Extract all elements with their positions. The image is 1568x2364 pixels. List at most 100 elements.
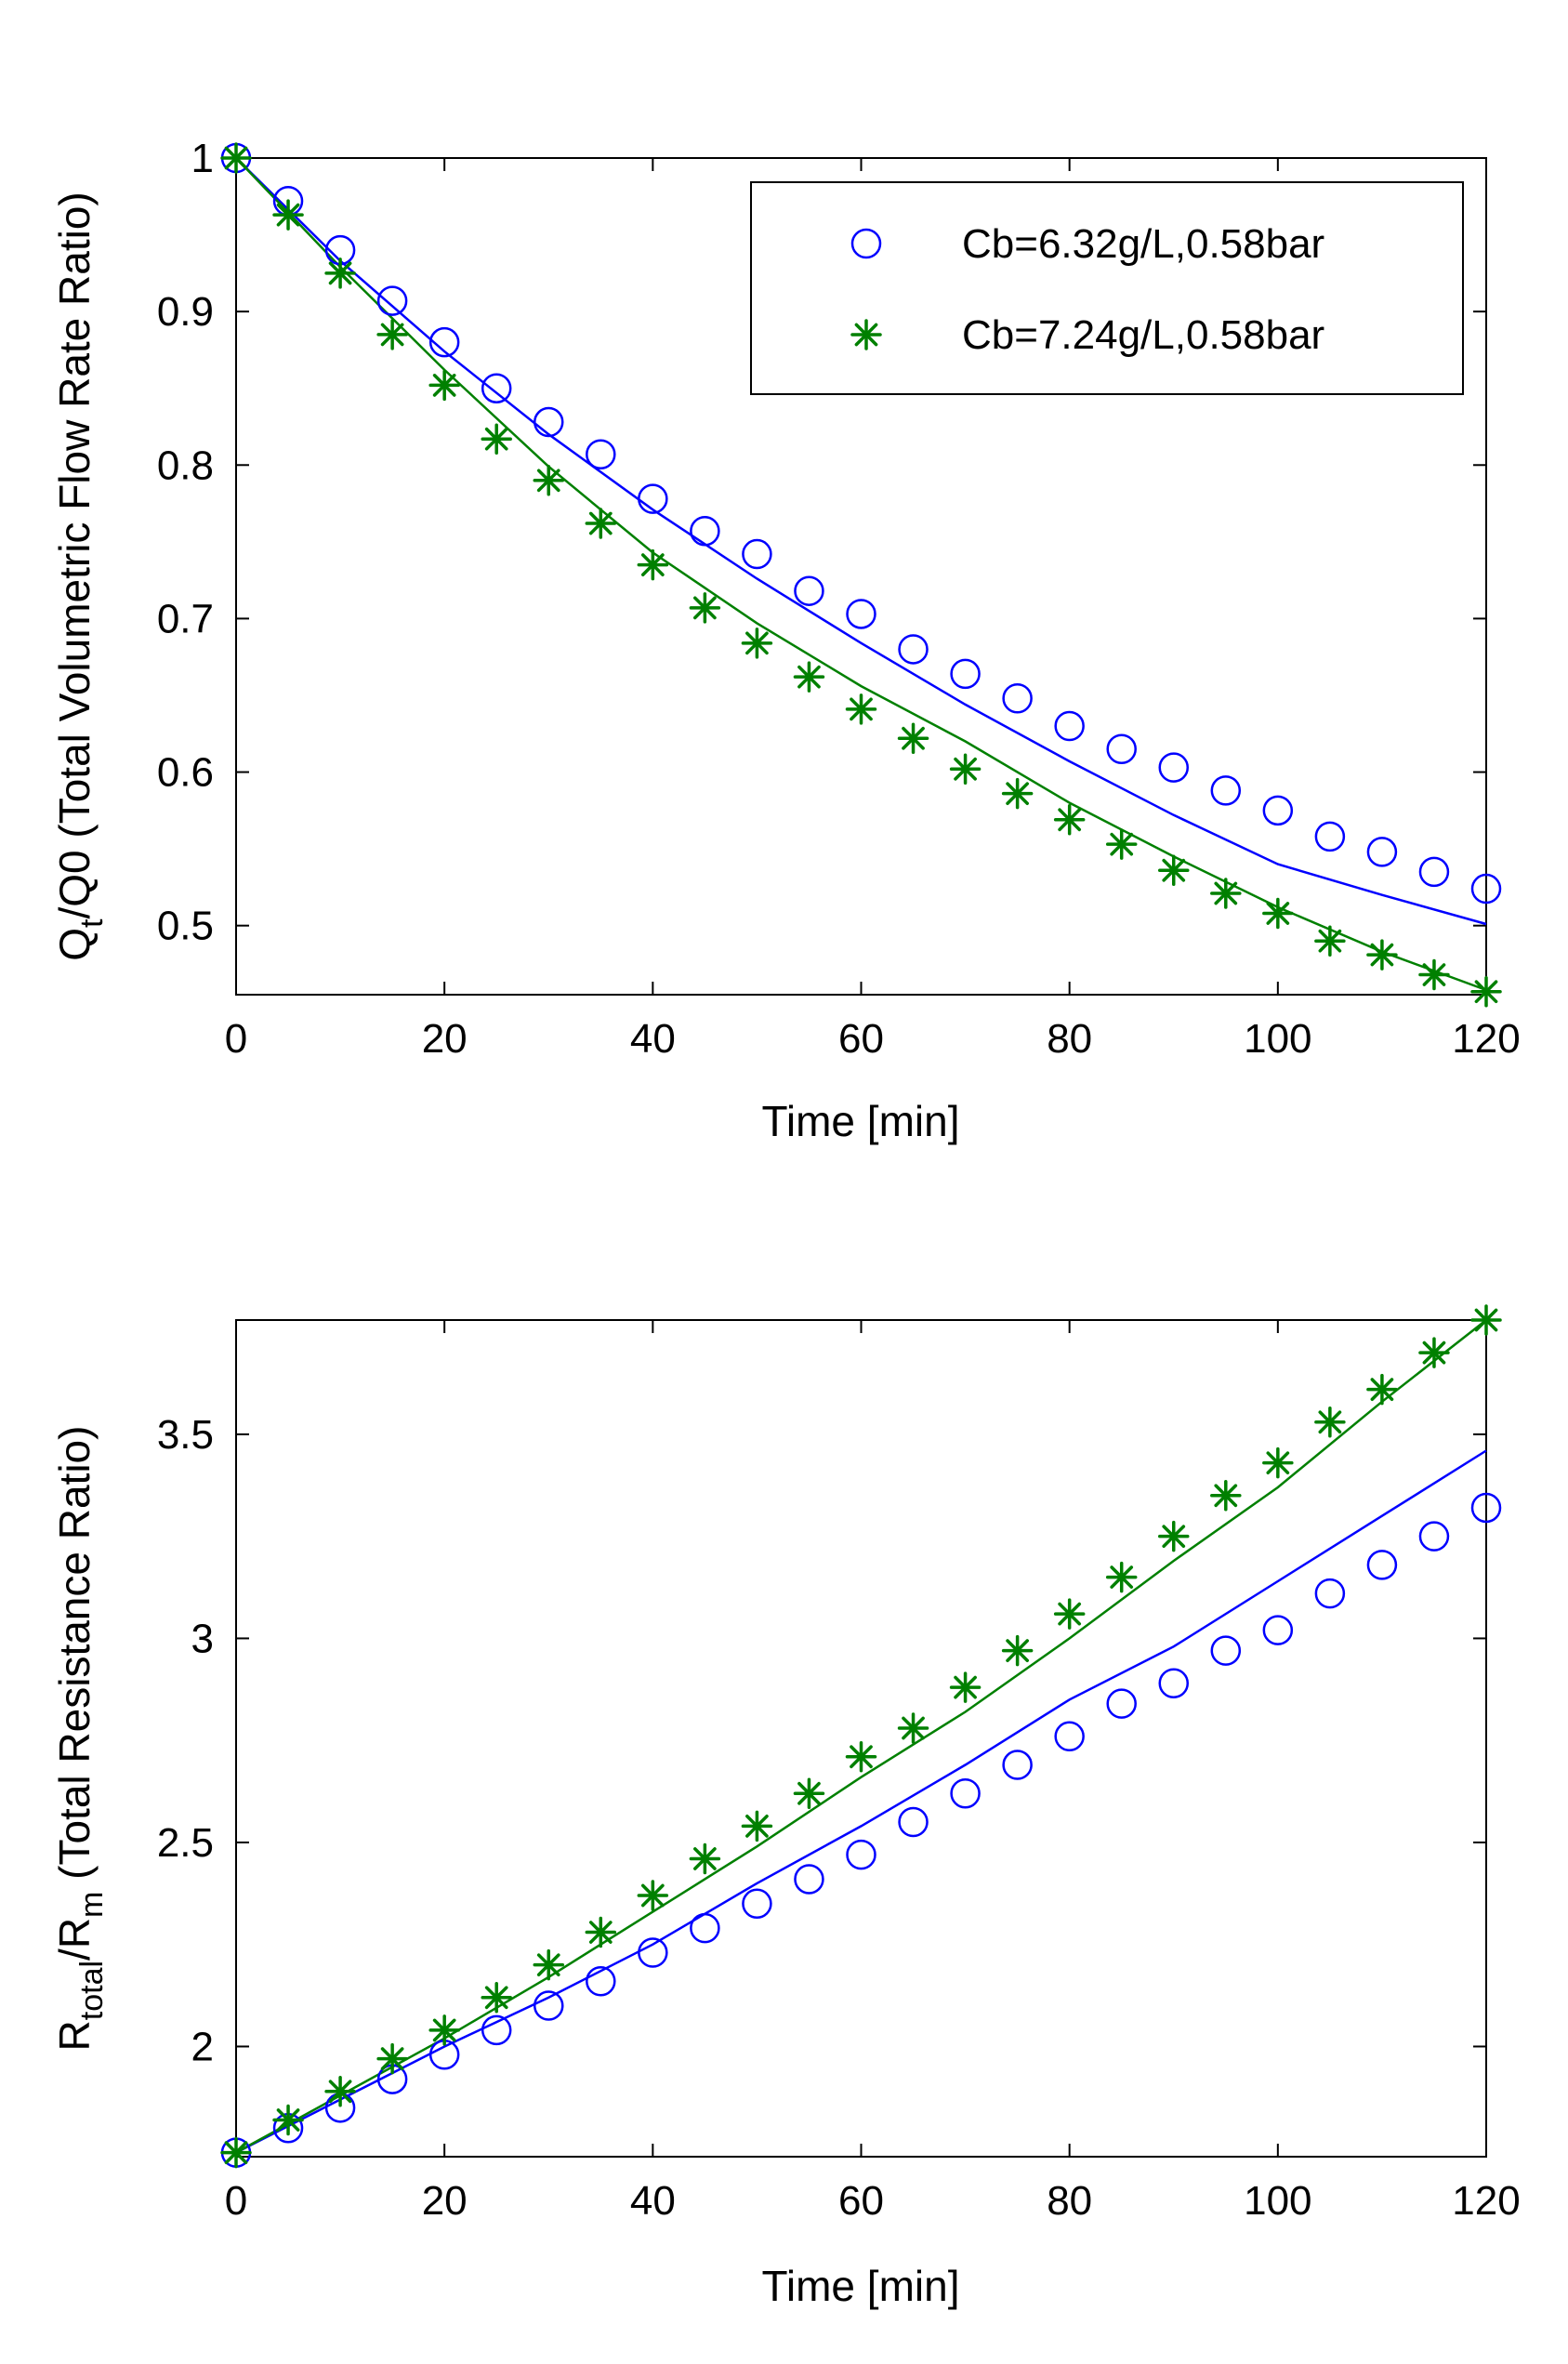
data-point-series-1 [1106, 733, 1137, 765]
y-axis-label-rest: (Total Resistance Ratio) [50, 1426, 99, 1892]
data-point-series-1 [898, 634, 929, 665]
tick-marks [235, 1320, 1487, 2157]
data-point-series-1 [1470, 1492, 1502, 1524]
x-tick-label: 20 [422, 2178, 468, 2224]
x-tick-label: 40 [630, 2178, 676, 2224]
fit-line-series-1 [235, 157, 1487, 926]
data-point-series-1 [1262, 1615, 1294, 1645]
data-point-series-1 [1314, 821, 1346, 852]
legend: Cb=6.32g/L,0.58bar Cb=7.24g/L,0.58bar [750, 181, 1464, 395]
legend-marker-circle [850, 228, 882, 259]
data-point-series-2 [1470, 975, 1502, 1008]
y-tick-label: 0.5 [157, 904, 214, 949]
data-point-series-1 [586, 1965, 616, 1997]
legend-marker-star [850, 319, 882, 350]
data-point-series-1 [1210, 1635, 1242, 1666]
data-point-series-1 [534, 1990, 564, 2021]
data-point-series-2 [324, 2076, 356, 2107]
data-point-series-2 [1262, 897, 1294, 930]
y-axis-label-subscript: t [74, 918, 110, 928]
legend-label-series-1: Cb=6.32g/L,0.58bar [962, 221, 1324, 267]
data-point-series-2 [845, 1741, 877, 1773]
data-point-series-1 [1002, 1750, 1033, 1780]
data-point-series-2 [1210, 1480, 1242, 1512]
x-tick-labels: 0 20 40 60 80 100 120 [225, 2178, 1521, 2224]
y-axis-label-main: Q [50, 928, 99, 961]
y-axis-label-subscript: total [74, 1961, 110, 2020]
data-point-series-1 [1314, 1578, 1346, 1609]
data-point-series-2 [897, 1712, 929, 1744]
data-point-series-2 [428, 2014, 460, 2046]
x-tick-label: 60 [838, 1016, 884, 1062]
x-tick-label: 80 [1047, 1016, 1092, 1062]
data-point-series-1 [1262, 795, 1294, 826]
x-tick-label: 20 [422, 1016, 468, 1062]
data-point-series-1 [742, 1888, 772, 1920]
data-point-series-2 [376, 2042, 408, 2075]
data-point-series-1 [376, 285, 408, 316]
data-point-series-2 [1314, 1407, 1346, 1438]
data-point-series-1 [690, 1912, 720, 1944]
data-point-series-1 [534, 406, 564, 438]
data-point-series-1 [586, 439, 616, 469]
data-point-series-1 [846, 1839, 876, 1870]
data-point-series-2 [1158, 854, 1190, 886]
data-point-series-1 [1470, 873, 1502, 905]
x-tick-label: 60 [838, 2178, 884, 2224]
y-axis-label-subscript-2: m [74, 1892, 110, 1918]
y-tick-label: 0.9 [157, 289, 214, 335]
x-tick-label: 100 [1244, 1016, 1311, 1062]
resistance-chart: 0 20 40 60 80 100 120 2 2.5 3 3.5 Time [min] Rtot… [50, 1304, 1521, 2310]
x-axis-label: Time [min] [762, 1097, 960, 1145]
data-point-series-2 [1418, 958, 1450, 991]
data-point-series-1 [1002, 683, 1033, 714]
data-point-series-2 [585, 508, 617, 539]
data-point-series-2 [1210, 878, 1242, 909]
data-point-series-2 [793, 661, 825, 693]
flow-rate-chart: 0 20 40 60 80 100 120 0.5 0.6 0.7 0.8 0.9 1 Time [m… [50, 136, 1521, 1145]
data-point-series-1 [1054, 1721, 1085, 1752]
data-point-series-2 [220, 2136, 252, 2169]
data-point-series-2 [689, 1842, 721, 1875]
data-point-series-1 [1054, 710, 1085, 742]
y-tick-label: 0.8 [157, 442, 214, 488]
data-point-series-2 [1366, 939, 1398, 971]
data-point-series-1 [1158, 1668, 1189, 1698]
data-point-series-1 [481, 373, 512, 403]
y-tick-label: 2 [191, 2024, 214, 2069]
y-tick-label: 2.5 [157, 1820, 214, 1866]
x-tick-label: 120 [1452, 1016, 1520, 1062]
data-point-series-2 [481, 1982, 512, 2014]
data-point-series-2 [1262, 1446, 1294, 1479]
data-point-series-1 [1366, 1550, 1398, 1580]
y-axis-label-main: R [50, 2020, 99, 2051]
x-tick-label: 80 [1047, 2178, 1092, 2224]
data-point-series-2 [1001, 1634, 1034, 1667]
data-point-series-2 [220, 142, 252, 174]
data-point-series-1 [742, 538, 772, 570]
data-point-series-2 [897, 722, 929, 754]
x-tick-label: 0 [225, 2178, 247, 2224]
data-point-series-2 [272, 2104, 304, 2136]
data-point-series-2 [1105, 1561, 1138, 1593]
data-point-series-2 [637, 548, 669, 581]
y-axis-label-slash: /R [50, 1918, 99, 1961]
data-point-series-2 [1053, 1598, 1086, 1630]
y-tick-label: 1 [191, 136, 214, 181]
data-point-series-2 [1105, 828, 1138, 860]
y-tick-label: 3.5 [157, 1412, 214, 1458]
data-point-series-2 [1470, 1304, 1502, 1336]
x-tick-label: 100 [1244, 2178, 1311, 2224]
data-point-series-2 [1418, 1337, 1450, 1368]
y-tick-label: 0.6 [157, 750, 214, 796]
data-point-series-2 [272, 199, 304, 231]
data-markers [220, 1304, 1502, 2169]
data-point-series-1 [1418, 1521, 1450, 1552]
x-axis-label: Time [min] [762, 2262, 960, 2310]
data-point-series-2 [376, 319, 408, 350]
data-point-series-1 [428, 326, 460, 358]
data-point-series-1 [794, 1864, 824, 1895]
x-tick-labels: 0 20 40 60 80 100 120 [225, 1016, 1521, 1062]
data-point-series-2 [949, 753, 982, 785]
